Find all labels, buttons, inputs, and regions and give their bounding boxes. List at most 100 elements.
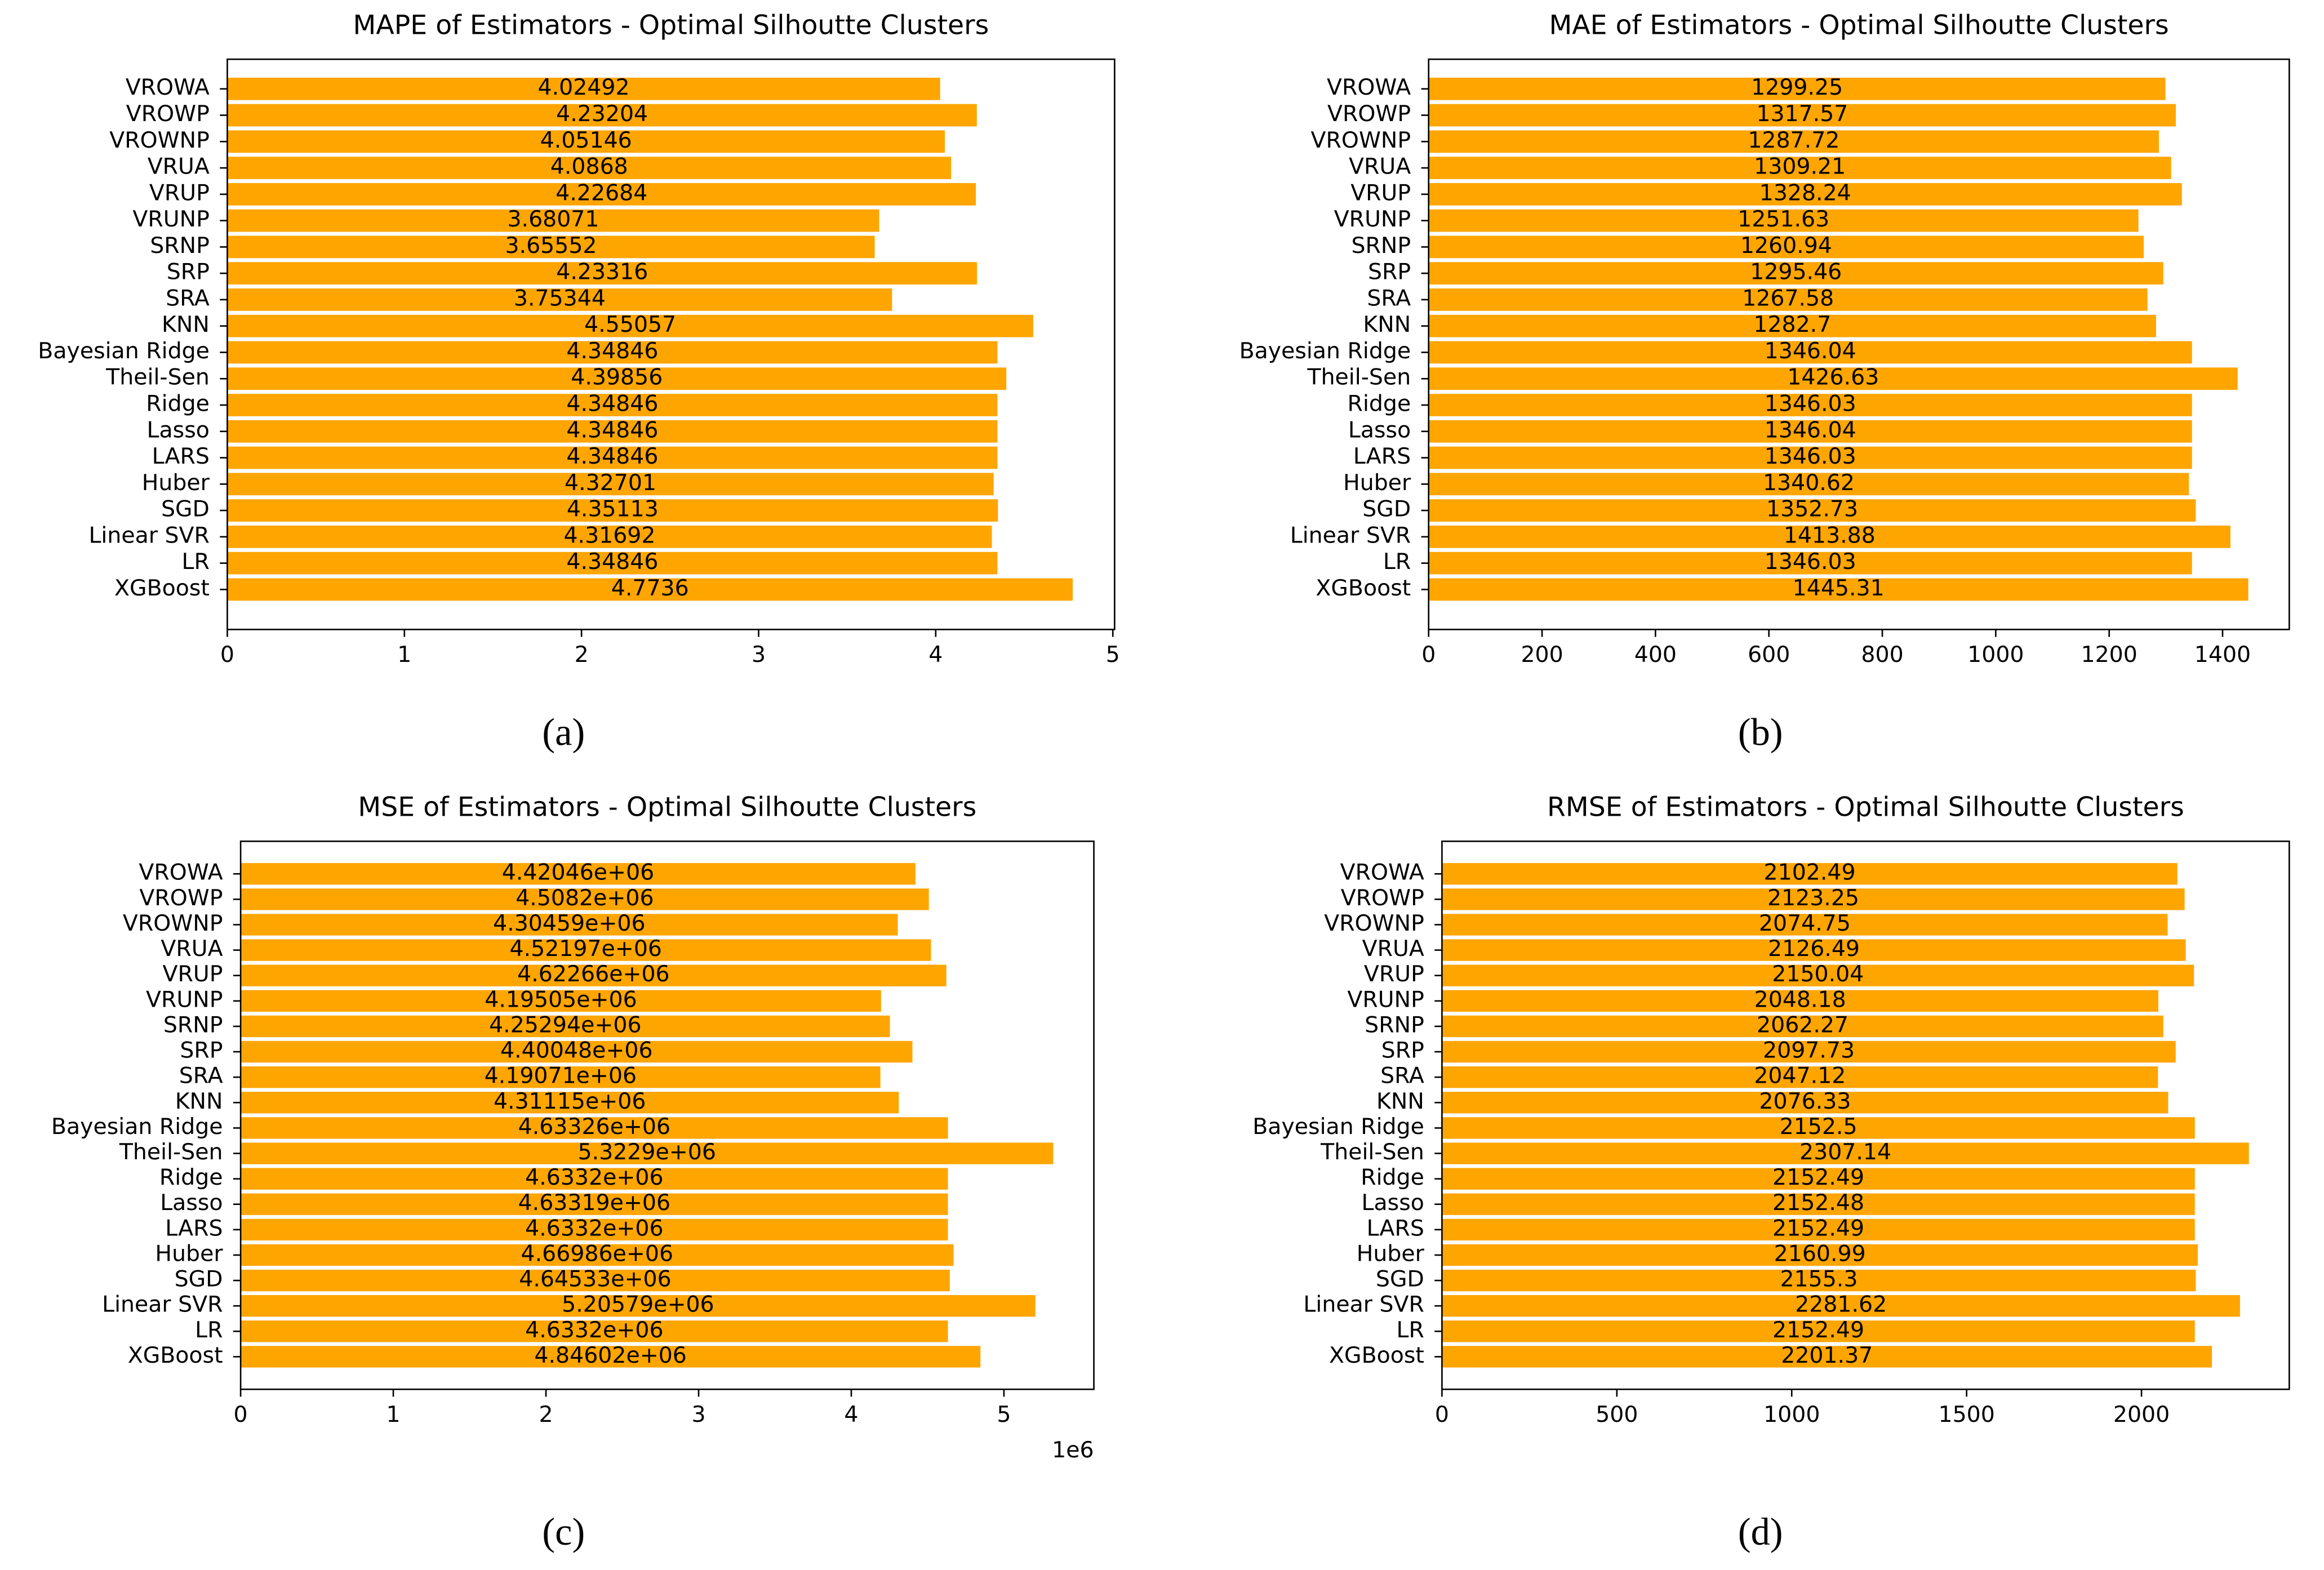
x-tick-label: 800 [1861, 642, 1903, 668]
bar [1428, 394, 2192, 416]
category-label: Linear SVR [102, 1292, 223, 1318]
value-label: 4.5082e+06 [516, 885, 654, 911]
value-label: 2123.25 [1767, 885, 1859, 911]
axes-frame [239, 840, 1095, 1390]
bar [1442, 1193, 2195, 1215]
value-label: 5.20579e+06 [562, 1292, 714, 1318]
bar [1428, 578, 2249, 601]
bar [241, 1142, 1054, 1164]
category-label: SRA [1367, 285, 1411, 311]
x-tick-label: 500 [1596, 1402, 1638, 1427]
value-label: 1445.31 [1793, 575, 1885, 601]
x-tick-label: 4 [844, 1402, 858, 1427]
category-label: VRUA [161, 936, 223, 962]
value-label: 2150.04 [1772, 961, 1864, 987]
value-label: 1251.63 [1738, 206, 1829, 232]
bar [227, 551, 998, 575]
bar [1442, 1066, 2158, 1088]
value-label: 3.68071 [507, 206, 599, 232]
category-label: Theil-Sen [1307, 364, 1411, 390]
category-label: KNN [162, 312, 210, 337]
bar [1442, 1015, 2163, 1038]
bar [1428, 183, 2182, 206]
bar [1428, 235, 2144, 259]
category-label: Lasso [147, 417, 210, 443]
bar [1428, 130, 2159, 153]
panel-label: (a) [542, 710, 585, 753]
axes-frame [1441, 840, 2290, 1390]
value-label: 4.64533e+06 [519, 1266, 671, 1292]
category-label: SRNP [150, 233, 210, 259]
value-label: 4.63326e+06 [518, 1114, 670, 1140]
bar [241, 1015, 890, 1038]
value-label: 2152.5 [1780, 1114, 1858, 1140]
bar [241, 1117, 948, 1139]
bar [1442, 1244, 2198, 1266]
bar [227, 341, 998, 364]
x-tick-label: 0 [220, 642, 234, 668]
panel-label: (d) [1738, 1510, 1783, 1553]
value-label: 1413.88 [1784, 522, 1876, 548]
category-label: VROWA [1327, 74, 1411, 100]
bar [241, 939, 931, 961]
category-label: Ridge [159, 1164, 223, 1190]
category-label: Bayesian Ridge [1252, 1114, 1424, 1140]
x-tick-label: 0 [1435, 1402, 1449, 1427]
category-label: Ridge [1348, 391, 1411, 417]
category-label: VROWP [1327, 101, 1411, 127]
x-tick-label: 1500 [1938, 1402, 1994, 1427]
value-label: 2160.99 [1774, 1240, 1866, 1266]
value-label: 3.75344 [514, 285, 606, 311]
category-label: Theil-Sen [105, 364, 210, 390]
value-label: 4.35113 [567, 496, 659, 522]
bar [227, 314, 1033, 337]
bar [1442, 863, 2178, 885]
x-tick-label: 1200 [2081, 642, 2138, 668]
value-label: 1346.03 [1765, 549, 1856, 575]
bar [1442, 1117, 2195, 1139]
bar [1442, 1142, 2249, 1164]
category-label: VRUA [148, 154, 210, 180]
bar [1428, 341, 2192, 364]
value-label: 1346.04 [1765, 417, 1856, 443]
category-label: SRP [1368, 259, 1411, 285]
value-label: 2074.75 [1759, 910, 1851, 936]
category-label: VROWA [1340, 860, 1424, 886]
category-label: SGD [161, 496, 210, 522]
value-label: 4.55057 [584, 312, 676, 337]
value-label: 4.23204 [556, 101, 648, 127]
category-label: SRP [167, 259, 210, 285]
category-label: LR [195, 1317, 223, 1343]
category-label: VRUP [1364, 961, 1424, 987]
value-label: 4.32701 [565, 470, 656, 496]
bar [227, 104, 977, 127]
x-tick-label: 1 [386, 1402, 401, 1427]
bar [1428, 473, 2189, 496]
bar [241, 964, 947, 986]
value-label: 2152.49 [1772, 1317, 1864, 1343]
category-label: VRUA [1349, 154, 1411, 180]
value-label: 2307.14 [1799, 1139, 1891, 1165]
value-label: 2076.33 [1759, 1088, 1851, 1114]
x-tick-label: 5 [1106, 642, 1120, 668]
value-label: 4.63319e+06 [518, 1190, 670, 1216]
bar [241, 914, 898, 936]
category-label: VRUP [163, 961, 223, 987]
category-label: VROWNP [109, 127, 210, 153]
axes-frame [226, 58, 1116, 630]
category-label: Theil-Sen [119, 1139, 223, 1165]
bar [227, 473, 994, 496]
category-label: Theil-Sen [1320, 1139, 1424, 1165]
category-label: SRA [166, 285, 210, 311]
value-label: 4.19505e+06 [485, 986, 637, 1012]
value-label: 4.23316 [556, 259, 648, 285]
category-label: Linear SVR [1290, 522, 1411, 548]
value-label: 4.34846 [566, 338, 658, 364]
bar [1442, 939, 2186, 961]
x-tick-label: 5 [997, 1402, 1011, 1427]
bar [241, 1269, 950, 1292]
category-label: VRUP [149, 180, 210, 206]
value-label: 4.0868 [550, 154, 628, 180]
axes-frame [1428, 58, 2290, 630]
category-label: VROWA [126, 74, 210, 100]
